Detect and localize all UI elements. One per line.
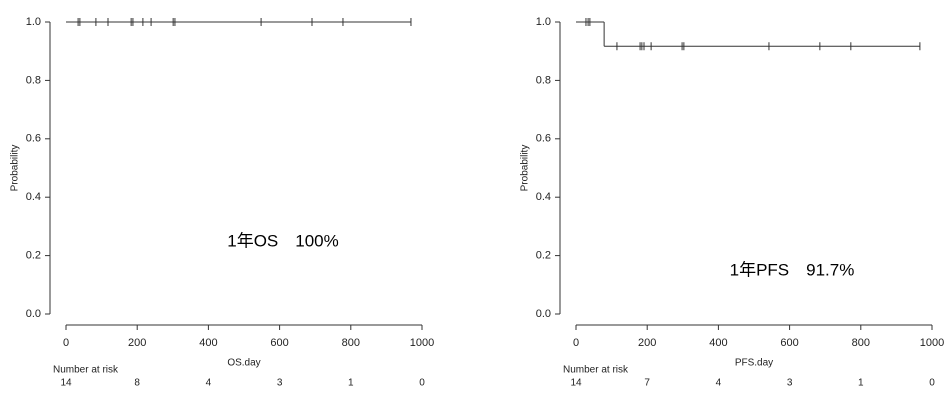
risk-title: Number at risk	[53, 365, 119, 376]
y-tick-label: 0.4	[26, 191, 41, 203]
y-tick-label: 0.2	[536, 250, 551, 262]
x-tick-label: 0	[573, 337, 579, 349]
y-tick-label: 1.0	[26, 16, 41, 28]
x-tick-label: 200	[638, 337, 656, 349]
risk-count: 1	[348, 378, 354, 389]
y-tick-label: 0.4	[536, 191, 551, 203]
x-tick-label: 400	[709, 337, 727, 349]
risk-count: 14	[570, 378, 582, 389]
x-tick-label: 600	[780, 337, 798, 349]
y-tick-label: 0.8	[26, 74, 41, 86]
x-tick-label: 800	[852, 337, 870, 349]
x-tick-label: 1000	[920, 337, 944, 349]
y-tick-label: 0.8	[536, 74, 551, 86]
risk-count: 0	[929, 378, 935, 389]
y-tick-label: 1.0	[536, 16, 551, 28]
y-tick-label: 0.2	[26, 250, 41, 262]
risk-title: Number at risk	[563, 365, 629, 376]
x-tick-label: 1000	[410, 337, 434, 349]
y-axis-label: Probability	[520, 145, 531, 192]
x-tick-label: 800	[342, 337, 360, 349]
x-tick-label: 200	[128, 337, 146, 349]
risk-count: 4	[716, 378, 722, 389]
y-tick-label: 0.0	[26, 308, 41, 320]
risk-count: 1	[858, 378, 864, 389]
risk-count: 14	[60, 378, 72, 389]
y-tick-label: 0.0	[536, 308, 551, 320]
x-axis-label: OS.day	[227, 358, 260, 369]
x-tick-label: 400	[199, 337, 217, 349]
risk-count: 0	[419, 378, 425, 389]
y-tick-label: 0.6	[536, 133, 551, 145]
annotation: 1年PFS 91.7%	[730, 260, 855, 279]
risk-count: 8	[134, 378, 140, 389]
annotation: 1年OS 100%	[227, 231, 339, 250]
y-axis-label: Probability	[10, 145, 21, 192]
risk-count: 7	[644, 378, 650, 389]
risk-count: 4	[206, 378, 212, 389]
x-axis-label: PFS.day	[735, 358, 773, 369]
y-tick-label: 0.6	[26, 133, 41, 145]
risk-count: 3	[277, 378, 283, 389]
risk-count: 3	[787, 378, 793, 389]
x-tick-label: 600	[270, 337, 288, 349]
x-tick-label: 0	[63, 337, 69, 349]
